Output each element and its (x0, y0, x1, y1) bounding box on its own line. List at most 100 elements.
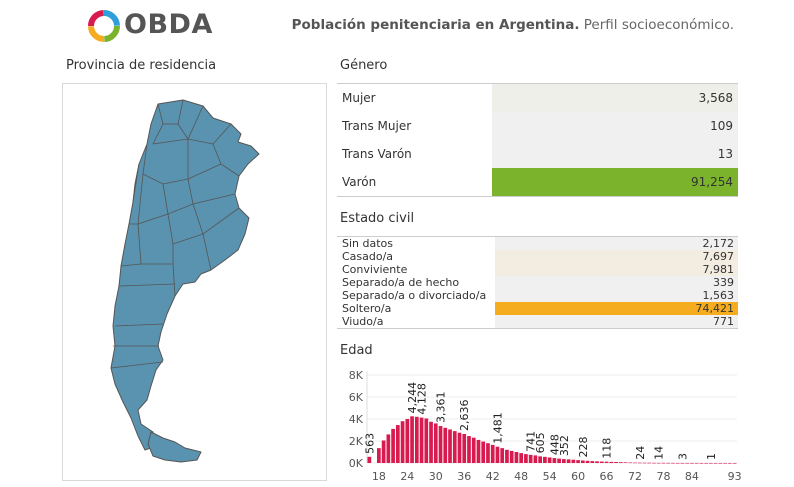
x-tick-label: 48 (514, 470, 528, 483)
civil-value: 339 (713, 276, 734, 289)
age-bar[interactable] (500, 448, 505, 463)
age-bar[interactable] (395, 425, 400, 463)
province-map[interactable] (62, 83, 327, 481)
age-bar[interactable] (656, 462, 661, 464)
age-bar[interactable] (723, 462, 727, 464)
age-bar[interactable] (595, 461, 599, 463)
age-bar[interactable] (410, 416, 414, 463)
gender-row-varon[interactable]: Varón 91,254 (337, 168, 738, 196)
age-bar[interactable] (585, 460, 590, 463)
age-bar[interactable] (652, 462, 656, 464)
x-tick-label: 54 (543, 470, 557, 483)
civil-row[interactable]: Casado/a 7,697 (337, 250, 738, 263)
age-bar[interactable] (580, 460, 585, 463)
age-bar[interactable] (562, 459, 566, 463)
age-bar[interactable] (381, 440, 386, 463)
age-bar[interactable] (429, 421, 433, 463)
age-bar[interactable] (448, 429, 452, 463)
age-bar[interactable] (671, 462, 675, 464)
age-bar[interactable] (538, 456, 542, 463)
civil-row[interactable]: Viudo/a 771 (337, 315, 738, 328)
data-label: 4,128 (416, 383, 429, 415)
age-bar[interactable] (528, 454, 533, 463)
age-bar[interactable] (571, 459, 576, 463)
age-bar[interactable] (433, 423, 438, 463)
age-bar[interactable] (618, 462, 623, 463)
age-bar[interactable] (666, 462, 671, 464)
age-bar[interactable] (614, 462, 618, 463)
civil-row[interactable]: Conviviente 7,981 (337, 263, 738, 276)
age-bar[interactable] (514, 452, 519, 463)
age-bar[interactable] (590, 461, 595, 463)
age-bar[interactable] (405, 419, 410, 463)
age-bar[interactable] (471, 437, 476, 463)
age-bar[interactable] (462, 434, 467, 463)
age-bar[interactable] (718, 462, 723, 464)
age-bar[interactable] (377, 448, 381, 463)
civil-row[interactable]: Separado/a de hecho 339 (337, 276, 738, 289)
age-bar[interactable] (732, 462, 737, 464)
age-bar[interactable] (481, 441, 486, 463)
age-bar[interactable] (637, 462, 642, 464)
age-bar[interactable] (709, 462, 713, 464)
age-bar[interactable] (486, 443, 490, 463)
civil-row[interactable]: Separado/a o divorciado/a 1,563 (337, 289, 738, 302)
civil-row[interactable]: Sin datos 2,172 (337, 237, 738, 250)
age-bar[interactable] (490, 444, 495, 463)
age-bar[interactable] (680, 462, 685, 464)
age-bar[interactable] (599, 461, 604, 463)
age-bar[interactable] (661, 462, 666, 464)
age-bar[interactable] (690, 462, 694, 464)
age-bar[interactable] (505, 449, 509, 463)
age-bar[interactable] (704, 462, 709, 464)
age-bar[interactable] (547, 457, 552, 464)
argentina-map[interactable] (63, 84, 326, 480)
age-bar[interactable] (728, 462, 732, 464)
age-bar[interactable] (452, 431, 457, 463)
gender-row-trans-mujer[interactable]: Trans Mujer 109 (337, 112, 738, 140)
age-bar[interactable] (685, 462, 690, 464)
age-bar[interactable] (457, 432, 462, 463)
age-bar[interactable] (367, 456, 372, 463)
age-bar[interactable] (609, 461, 614, 463)
age-bar[interactable] (642, 462, 647, 464)
x-tick-label: 60 (571, 470, 585, 483)
age-bar[interactable] (424, 418, 429, 463)
age-bar[interactable] (443, 427, 448, 463)
age-bar[interactable] (699, 462, 704, 464)
age-bar[interactable] (552, 458, 557, 463)
age-bar[interactable] (533, 455, 538, 463)
age-bar[interactable] (419, 417, 424, 463)
data-label: 228 (577, 436, 590, 457)
age-bar[interactable] (576, 460, 580, 463)
age-bar[interactable] (495, 446, 500, 463)
gender-label: Mujer (342, 91, 376, 105)
age-bar[interactable] (400, 421, 405, 463)
age-bar[interactable] (519, 453, 524, 463)
age-bar[interactable] (628, 462, 633, 464)
age-bar[interactable] (543, 456, 547, 463)
age-bar[interactable] (391, 428, 395, 463)
y-tick-label: 2K (349, 435, 364, 448)
age-bar[interactable] (557, 458, 561, 463)
age-bar[interactable] (476, 439, 481, 463)
age-bar[interactable] (438, 426, 443, 463)
gender-row-trans-varon[interactable]: Trans Varón 13 (337, 140, 738, 168)
age-bar[interactable] (566, 459, 571, 463)
age-bar[interactable] (633, 462, 637, 464)
gender-row-mujer[interactable]: Mujer 3,568 (337, 84, 738, 112)
age-bar[interactable] (675, 462, 680, 464)
age-bar[interactable] (694, 462, 699, 464)
age-bar[interactable] (386, 434, 391, 463)
age-bar[interactable] (604, 461, 609, 463)
civil-row[interactable]: Soltero/a 74,421 (337, 302, 738, 315)
data-label: 741 (525, 431, 538, 452)
age-bar[interactable] (647, 462, 652, 464)
age-bar[interactable] (467, 436, 471, 463)
age-bar[interactable] (524, 454, 528, 463)
age-bar[interactable] (623, 462, 628, 463)
age-bar[interactable] (414, 416, 419, 463)
age-bar[interactable] (509, 450, 514, 463)
age-bar[interactable] (713, 462, 718, 464)
